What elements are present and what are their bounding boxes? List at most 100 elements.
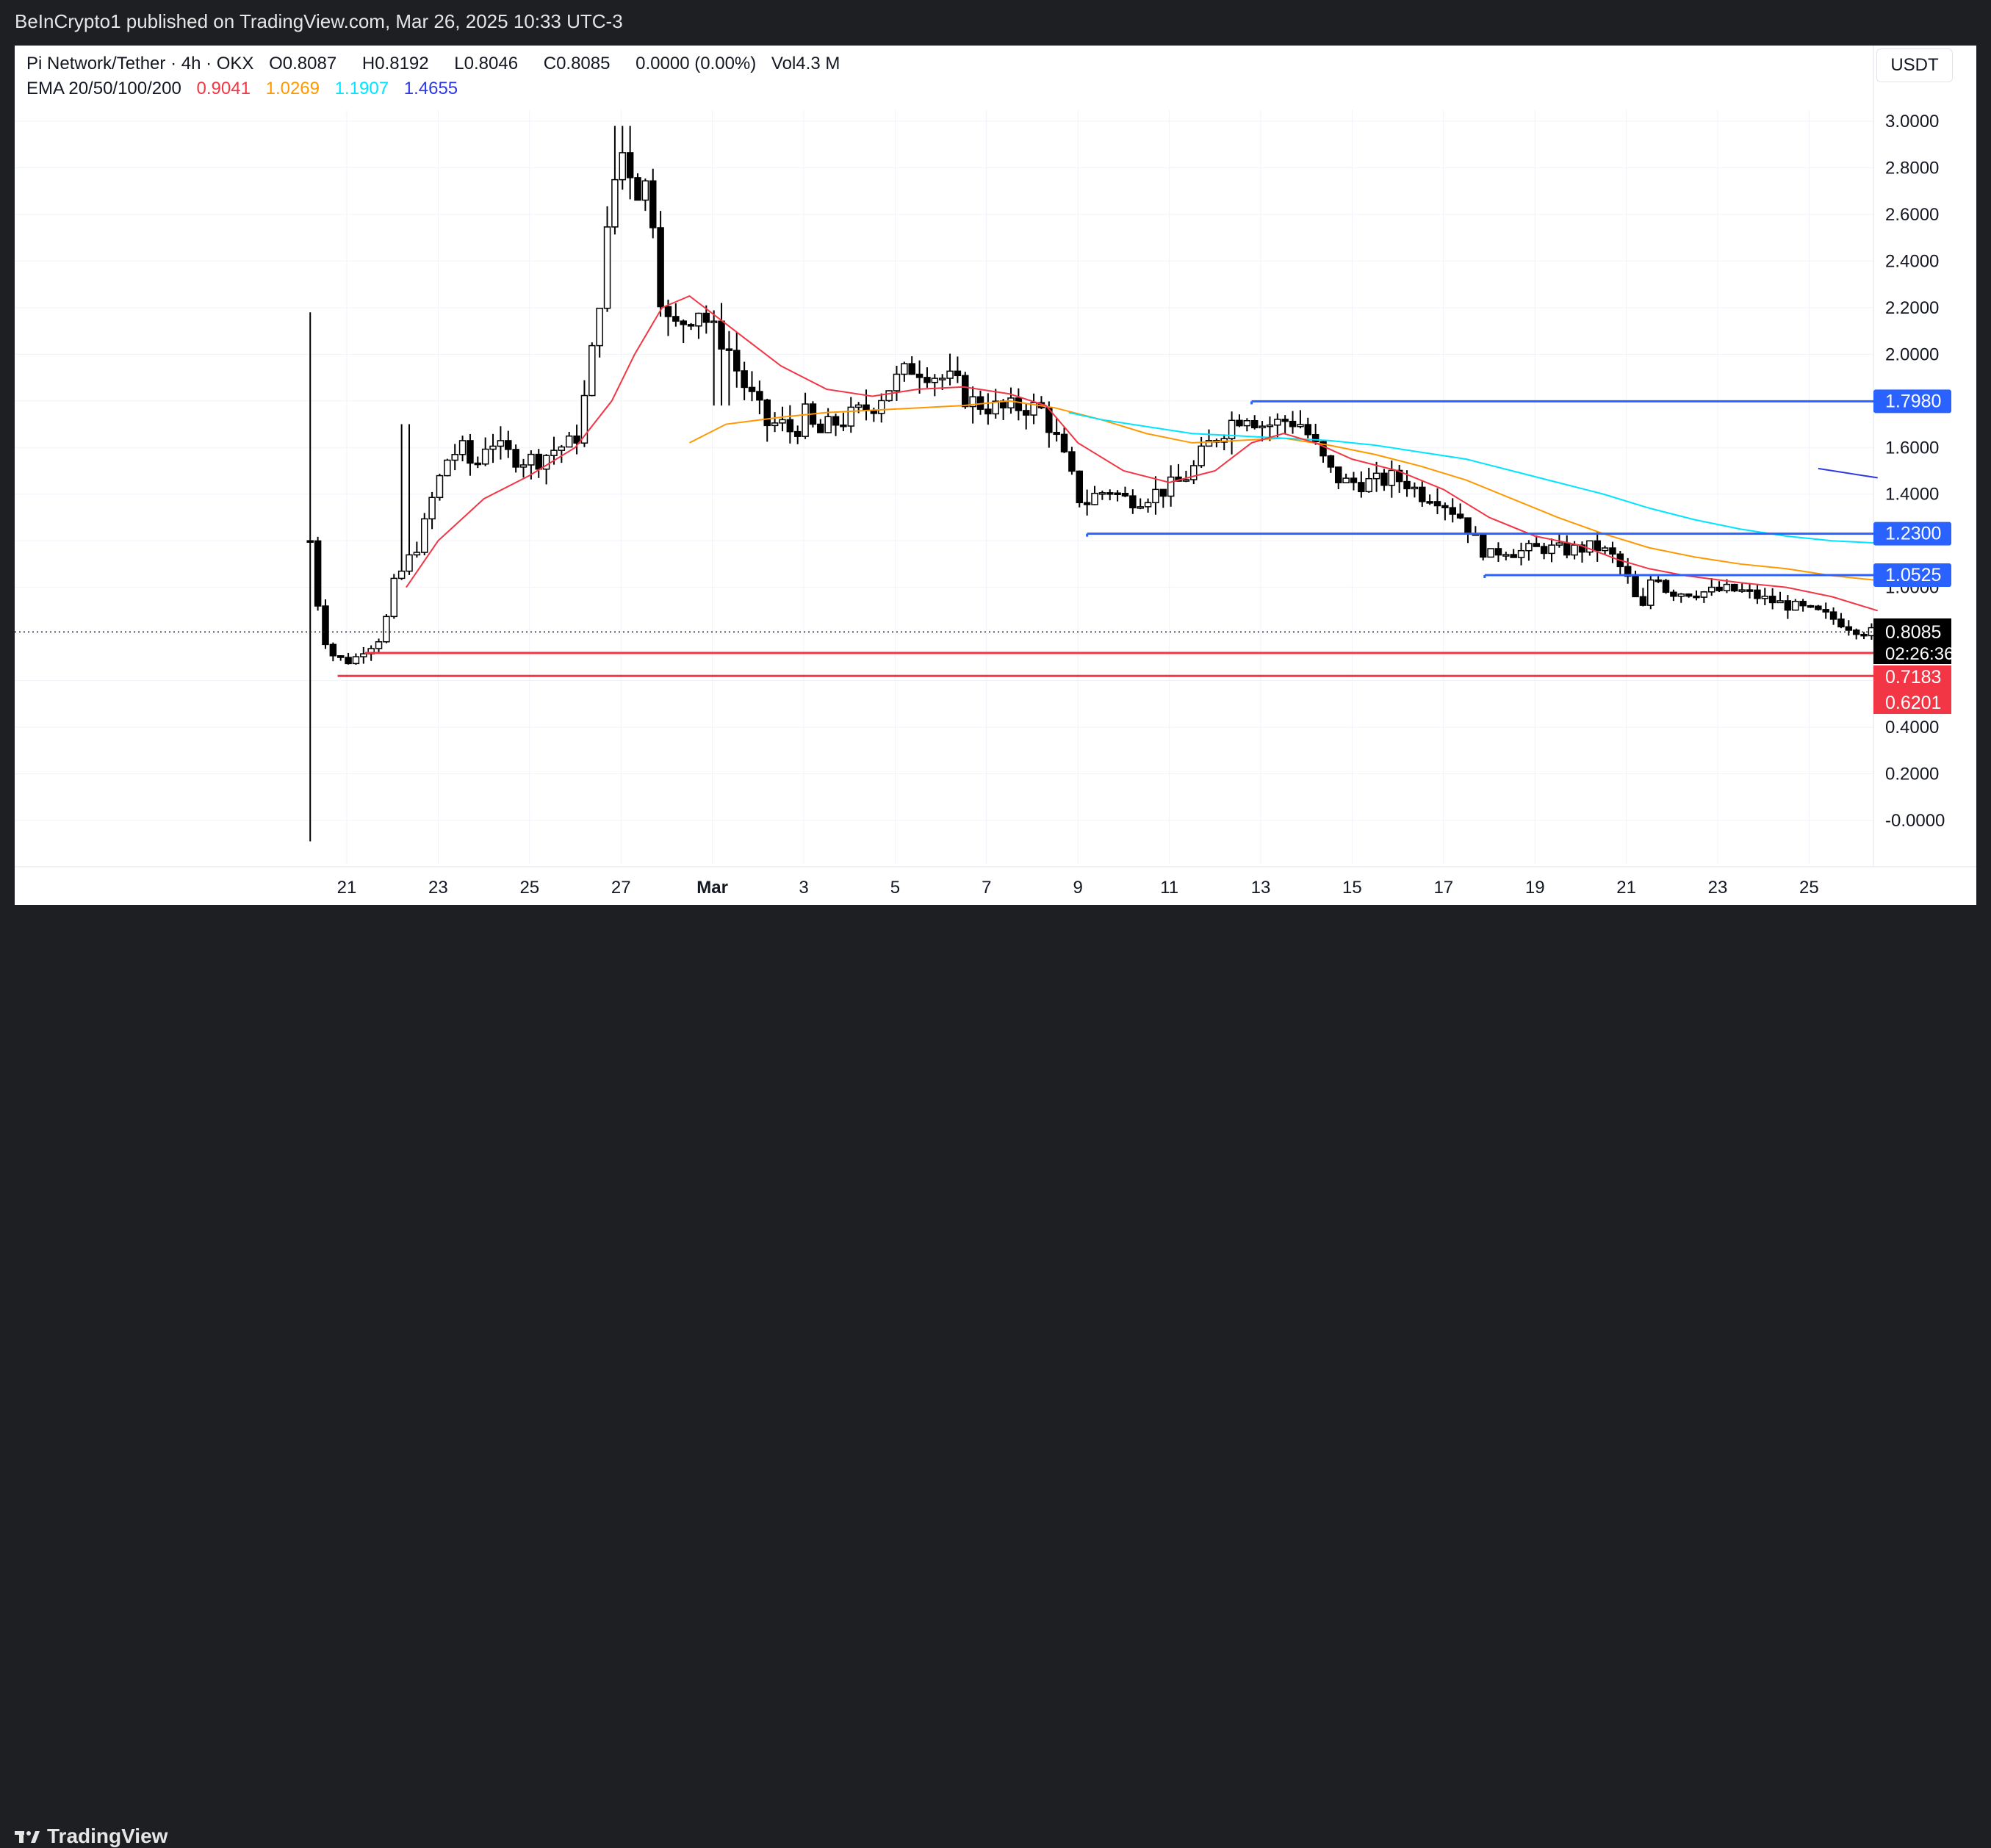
y-tick-label: 2.8000	[1885, 158, 1939, 178]
candle-body	[946, 370, 954, 379]
candle-body	[1685, 593, 1693, 597]
currency-button[interactable]: USDT	[1876, 48, 1953, 82]
x-tick-label: 19	[1525, 878, 1545, 898]
x-tick-label: 13	[1251, 878, 1271, 898]
candle-body	[1784, 600, 1792, 611]
candle-body	[322, 605, 329, 646]
candle-body	[1182, 479, 1190, 482]
candle-body	[1754, 589, 1761, 599]
ema200-line	[1818, 467, 1878, 479]
candle-body	[1304, 424, 1312, 436]
candle-body	[718, 320, 725, 350]
candle-body	[474, 462, 482, 466]
candle-body	[1662, 580, 1670, 593]
vol-label: Vol	[771, 54, 796, 73]
candle-body	[436, 474, 444, 499]
tradingview-brand: TradingView	[47, 1824, 168, 1847]
candle-body	[1578, 544, 1586, 553]
candle-body	[1609, 547, 1616, 555]
candle-body	[1083, 502, 1091, 505]
candle-body	[1563, 542, 1571, 556]
close-label: C	[543, 54, 557, 73]
candle-body	[1487, 548, 1494, 558]
candle-body	[1571, 544, 1578, 556]
candle-body	[931, 378, 939, 383]
candle-body	[1860, 633, 1868, 637]
ema20-value: 0.9041	[196, 79, 251, 98]
candle-body	[345, 657, 352, 665]
symbol-title[interactable]: Pi Network/Tether · 4h · OKX	[26, 54, 254, 73]
candle-body	[1479, 534, 1487, 558]
candle-body	[406, 554, 413, 572]
candle-body	[1761, 596, 1769, 599]
candle-body	[1395, 469, 1403, 483]
candle-body	[1776, 600, 1784, 604]
candle-body	[397, 570, 406, 580]
candle-body	[542, 455, 550, 470]
x-tick-label: 15	[1342, 878, 1362, 898]
candle-body	[512, 449, 519, 468]
candle-body	[360, 653, 367, 657]
chart-panel[interactable]	[15, 46, 1976, 905]
candle-body	[489, 445, 497, 450]
chart-legend: Pi Network/Tether · 4h · OKX O0.8087 H0.…	[26, 51, 860, 101]
candle-body	[1060, 433, 1068, 452]
candle-body	[1464, 517, 1472, 535]
candle-body	[1525, 543, 1533, 552]
candle-body	[1250, 419, 1259, 429]
last-price-label: 0.8085	[1885, 622, 1941, 643]
candle-body	[885, 390, 893, 402]
candle-body	[1517, 549, 1525, 558]
candle-body	[824, 416, 832, 433]
tradingview-logo[interactable]: TradingView	[15, 1824, 168, 1848]
candle-body	[1426, 501, 1433, 504]
x-tick-label: 9	[1073, 878, 1083, 898]
y-tick-label: 0.4000	[1885, 718, 1939, 737]
vol-value: 4.3 M	[796, 54, 840, 73]
support-2-label: 0.6201	[1885, 693, 1941, 713]
candle-body	[1015, 397, 1023, 411]
candle-body	[1494, 548, 1502, 556]
candle-body	[962, 375, 969, 408]
high-value: 0.8192	[375, 54, 429, 73]
candle-body	[854, 404, 863, 408]
ema-label[interactable]: EMA 20/50/100/200	[26, 79, 181, 98]
countdown-label: 02:26:36	[1885, 644, 1954, 664]
x-tick-label: 25	[519, 878, 539, 898]
price-chart[interactable]: 21 23 25 27 Mar 3 5 7 9 11 13 15 17 19 21 23 25 3.0000 2.8…	[0, 0, 1991, 958]
footer-bar: TradingView	[0, 905, 1991, 1847]
candle-body	[580, 394, 588, 444]
candle-body	[1022, 410, 1030, 416]
candle-body	[444, 459, 451, 477]
candle-body	[870, 410, 878, 414]
candle-body	[901, 363, 908, 375]
candle-body	[1594, 540, 1601, 552]
candle-body	[1311, 433, 1319, 443]
candle-body	[1190, 465, 1198, 480]
candle-body	[664, 306, 672, 317]
candle-body	[1655, 579, 1662, 582]
candle-body	[1236, 419, 1243, 427]
x-tick-label: 17	[1433, 878, 1453, 898]
candle-body	[588, 344, 596, 397]
candle-body	[505, 440, 512, 450]
candle-body	[528, 453, 535, 466]
candle-body	[1548, 544, 1555, 555]
open-label: O	[269, 54, 283, 73]
candle-body	[893, 373, 901, 391]
candle-body	[908, 363, 915, 375]
candle-body	[1829, 611, 1837, 620]
candle-body	[634, 177, 641, 201]
resistance-1-label: 1.7980	[1885, 391, 1941, 411]
candle-body	[1601, 547, 1609, 552]
candle-body	[817, 423, 824, 433]
candle-body	[1091, 492, 1098, 505]
candle-body	[992, 400, 999, 415]
candle-body	[1281, 419, 1289, 422]
resistance-2-tag	[1873, 521, 1951, 546]
candle-body	[1137, 506, 1144, 509]
candle-body	[626, 152, 634, 178]
candle-body	[603, 226, 611, 309]
candle-body	[915, 373, 924, 378]
candle-body	[497, 440, 505, 447]
